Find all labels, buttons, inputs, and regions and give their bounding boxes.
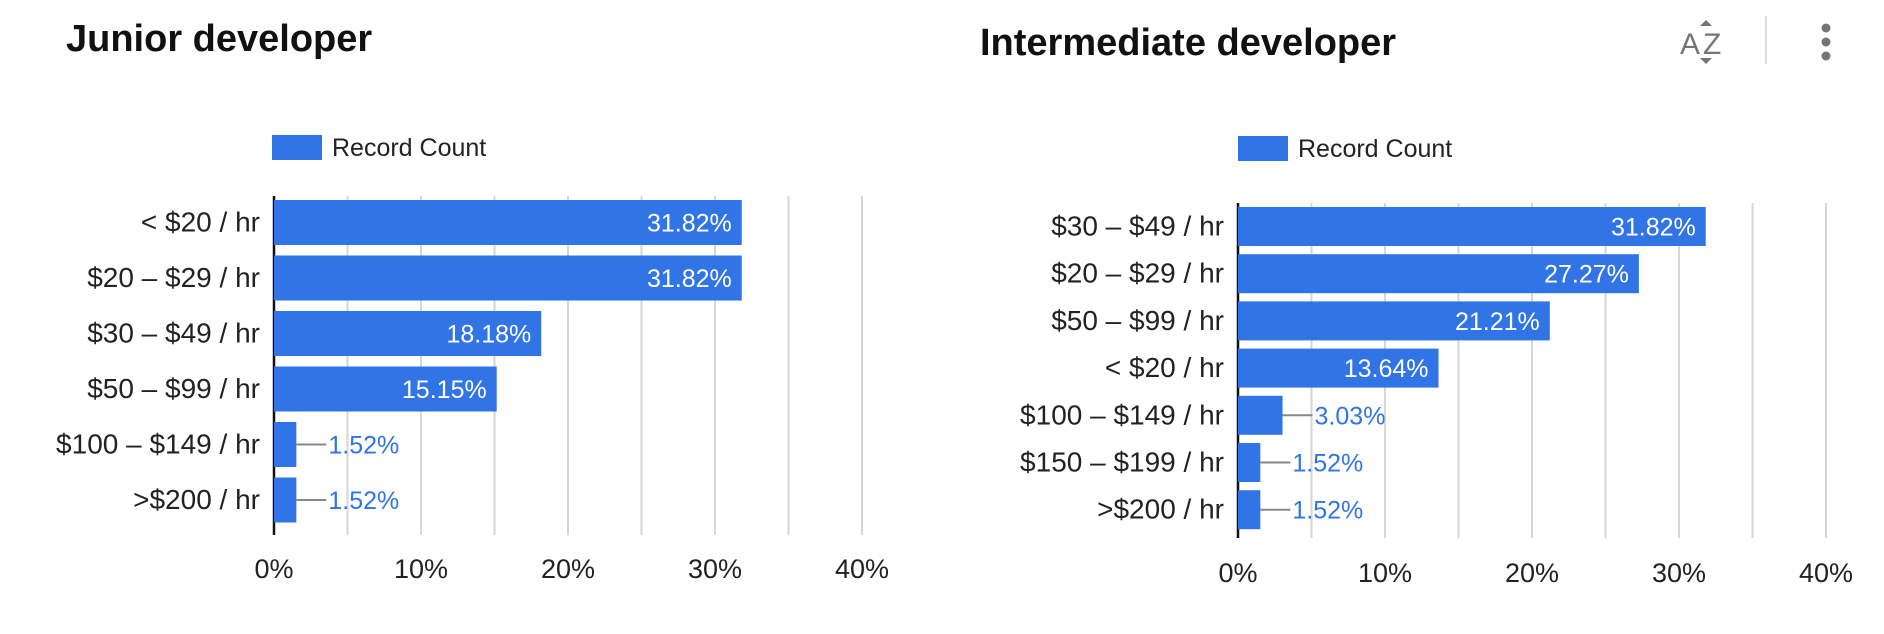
svg-text:A: A: [1680, 28, 1700, 61]
category-label-junior: $100 – $149 / hr: [56, 429, 260, 460]
data-label-intermediate: 1.52%: [1292, 497, 1363, 525]
svg-text:Z: Z: [1703, 28, 1721, 61]
data-label-junior: 15.15%: [402, 376, 487, 404]
data-label-junior: 31.82%: [647, 210, 732, 238]
legend-label-junior: Record Count: [332, 134, 486, 162]
category-label-intermediate: $150 – $199 / hr: [1020, 447, 1224, 478]
legend-label-intermediate: Record Count: [1298, 135, 1452, 163]
x-tick-label-intermediate: 30%: [1652, 558, 1706, 588]
data-label-intermediate: 1.52%: [1292, 450, 1363, 478]
x-tick-label-intermediate: 0%: [1218, 558, 1257, 588]
bar-intermediate: [1238, 301, 1550, 341]
bar-junior: [274, 477, 297, 523]
chart-title-junior: Junior developer: [66, 18, 373, 60]
chart-title-intermediate: Intermediate developer: [980, 22, 1397, 64]
data-label-intermediate: 13.64%: [1344, 355, 1429, 383]
category-label-junior: $50 – $99 / hr: [87, 373, 260, 404]
data-label-intermediate: 21.21%: [1455, 308, 1540, 336]
category-label-intermediate: $50 – $99 / hr: [1051, 305, 1224, 336]
x-tick-label-junior: 30%: [688, 554, 742, 584]
more-options-button[interactable]: [1808, 20, 1844, 70]
sort-az-icon: A Z: [1680, 20, 1721, 64]
sort-az-button[interactable]: A Z: [1678, 16, 1734, 66]
category-label-intermediate: < $20 / hr: [1105, 352, 1224, 383]
data-label-intermediate: 27.27%: [1544, 261, 1629, 289]
data-label-junior: 1.52%: [328, 487, 399, 515]
category-label-junior: >$200 / hr: [133, 484, 260, 515]
bar-intermediate: [1238, 254, 1639, 294]
category-label-junior: $20 – $29 / hr: [87, 262, 260, 293]
toolbar-divider: [1765, 16, 1767, 64]
bar-intermediate: [1238, 490, 1261, 530]
bar-junior: [274, 311, 542, 356]
data-label-junior: 31.82%: [647, 265, 732, 293]
bar-junior: [274, 422, 297, 467]
bar-junior: [274, 255, 742, 301]
bar-junior: [274, 366, 497, 412]
data-label-intermediate: 3.03%: [1315, 402, 1386, 430]
bar-intermediate: [1238, 348, 1439, 388]
category-label-intermediate: >$200 / hr: [1097, 494, 1224, 525]
legend-swatch-intermediate: [1238, 136, 1288, 161]
bar-intermediate: [1238, 395, 1283, 435]
legend-swatch-junior: [272, 135, 322, 160]
category-label-junior: < $20 / hr: [141, 207, 260, 238]
x-tick-label-intermediate: 10%: [1358, 558, 1412, 588]
more-vert-icon: [1821, 23, 1831, 61]
x-tick-label-intermediate: 20%: [1505, 558, 1559, 588]
x-tick-label-junior: 20%: [541, 554, 595, 584]
x-tick-label-intermediate: 40%: [1799, 558, 1853, 588]
category-label-junior: $30 – $49 / hr: [87, 318, 260, 349]
bar-intermediate: [1238, 207, 1706, 246]
category-label-intermediate: $100 – $149 / hr: [1020, 399, 1224, 430]
x-tick-label-junior: 40%: [835, 554, 889, 584]
data-label-junior: 18.18%: [446, 321, 531, 349]
category-label-intermediate: $20 – $29 / hr: [1051, 258, 1224, 289]
x-tick-label-junior: 10%: [394, 554, 448, 584]
bar-intermediate: [1238, 443, 1261, 482]
data-label-intermediate: 31.82%: [1611, 214, 1696, 242]
category-label-intermediate: $30 – $49 / hr: [1051, 211, 1224, 242]
x-tick-label-junior: 0%: [254, 554, 293, 584]
data-label-junior: 1.52%: [328, 432, 399, 460]
bar-junior: [274, 200, 742, 245]
